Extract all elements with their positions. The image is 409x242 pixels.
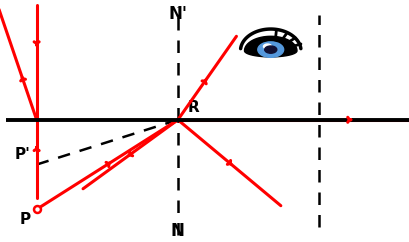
Text: P: P: [19, 212, 31, 227]
Text: N: N: [171, 222, 184, 240]
Circle shape: [264, 46, 276, 53]
Polygon shape: [244, 36, 296, 57]
Text: N': N': [168, 5, 187, 23]
Text: P': P': [15, 147, 31, 162]
Circle shape: [257, 42, 283, 57]
Circle shape: [263, 44, 271, 49]
Text: R: R: [188, 100, 199, 115]
